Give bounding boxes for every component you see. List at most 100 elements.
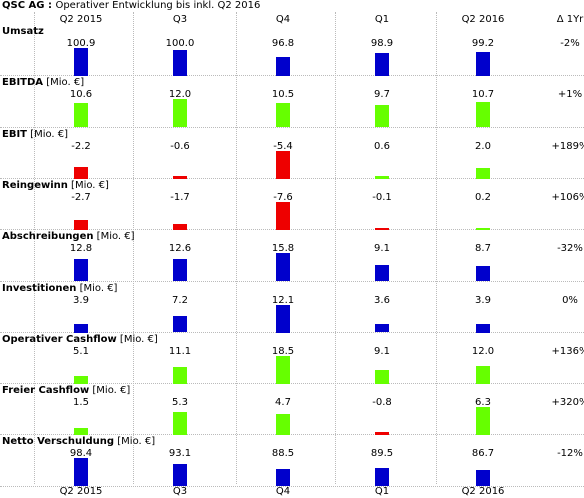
category-label-bottom: Q2 2016 <box>461 486 505 497</box>
row-label: Reingewinn [Mio. €] <box>2 180 109 192</box>
change-value: -2% <box>560 38 580 49</box>
data-label: 1.5 <box>73 397 89 409</box>
data-label: -0.1 <box>372 191 392 203</box>
category-label-bottom: Q2 2015 <box>59 486 103 497</box>
data-label: 0.6 <box>374 140 390 152</box>
gridline-horizontal <box>0 229 584 231</box>
bar <box>276 304 290 333</box>
bar <box>276 468 290 487</box>
data-label: 4.7 <box>275 397 291 409</box>
bar <box>476 407 490 436</box>
data-label: 9.7 <box>374 89 390 101</box>
change-value: 0% <box>562 294 578 306</box>
data-label: -1.7 <box>170 191 190 203</box>
change-value: +136% <box>551 345 584 357</box>
bar <box>74 376 88 384</box>
bar <box>476 323 490 333</box>
data-label: 99.2 <box>471 38 495 49</box>
gridline-horizontal <box>0 126 584 128</box>
gridline-horizontal <box>0 485 584 487</box>
category-label-bottom: Q1 <box>374 486 390 497</box>
bar <box>74 48 88 76</box>
change-value: -32% <box>557 243 583 255</box>
category-label-top: Q2 2016 <box>461 14 505 25</box>
data-label: 2.0 <box>475 140 491 152</box>
gridline-horizontal <box>0 331 584 333</box>
bar <box>173 50 187 76</box>
bar <box>74 258 88 282</box>
bar <box>476 102 490 128</box>
bar <box>276 414 290 436</box>
chart-title: QSC AG <box>2 0 45 11</box>
gridline-horizontal <box>0 177 584 179</box>
data-label: 100.0 <box>165 38 195 49</box>
data-label: 93.1 <box>168 448 192 460</box>
gridline-horizontal <box>0 383 584 385</box>
series-unit: [Mio. €] <box>93 231 135 243</box>
bar <box>173 258 187 282</box>
gridline-vertical <box>335 12 336 484</box>
bar <box>476 365 490 384</box>
change-header: Δ 1Yr <box>556 14 584 25</box>
bar <box>375 228 389 230</box>
data-label: -2.7 <box>71 191 91 203</box>
bar <box>173 99 187 128</box>
series-unit: [Mio. €] <box>116 333 158 345</box>
data-label: 12.0 <box>168 89 192 101</box>
data-label: 15.8 <box>271 243 295 255</box>
row-label: Operativer Cashflow [Mio. €] <box>2 334 158 346</box>
bar <box>173 315 187 333</box>
row-label: Freier Cashflow [Mio. €] <box>2 385 130 397</box>
row-label: Investitionen [Mio. €] <box>2 283 117 295</box>
bar <box>276 102 290 128</box>
series-name: Abschreibungen <box>2 231 94 243</box>
category-label-top: Q1 <box>374 14 390 25</box>
bar <box>375 324 389 333</box>
row-label: EBIT [Mio. €] <box>2 129 68 141</box>
series-name: Netto Verschuldung <box>2 436 115 448</box>
data-label: 3.6 <box>374 294 390 306</box>
bar <box>173 175 187 179</box>
chart-subtitle: Operativer Entwicklung bis inkl. Q2 2016 <box>55 0 261 11</box>
bar <box>74 323 88 333</box>
data-label: 12.6 <box>168 243 192 255</box>
bar <box>276 253 290 282</box>
gridline-vertical <box>133 12 134 484</box>
series-unit: [Mio. €] <box>67 179 109 191</box>
data-label: 5.1 <box>73 345 89 357</box>
change-value: +189% <box>551 140 584 152</box>
gridline-vertical <box>34 12 35 484</box>
data-label: 10.6 <box>69 89 93 101</box>
data-label: 9.1 <box>374 243 390 255</box>
row-label: Abschreibungen [Mio. €] <box>2 231 135 243</box>
data-label: 96.8 <box>271 38 295 49</box>
series-name: Operativer Cashflow <box>2 333 117 345</box>
data-label: 18.5 <box>271 345 295 357</box>
category-label-top: Q2 2015 <box>59 14 103 25</box>
bar <box>74 458 88 487</box>
change-value: +320% <box>551 397 584 409</box>
bar <box>375 52 389 76</box>
gridline-horizontal <box>0 75 584 77</box>
gridline-horizontal <box>0 280 584 282</box>
bar <box>375 370 389 384</box>
bar <box>74 428 88 436</box>
data-label: 8.7 <box>475 243 491 255</box>
series-unit: [Mio. €] <box>114 436 156 448</box>
series-name: Reingewinn <box>2 179 68 191</box>
data-label: 3.9 <box>73 294 89 306</box>
category-label-bottom: Q3 <box>172 486 188 497</box>
bar <box>276 150 290 179</box>
data-label: 12.1 <box>271 294 295 306</box>
series-name: EBIT <box>2 128 27 140</box>
bar <box>173 223 187 230</box>
bar <box>375 104 389 128</box>
data-label: 86.7 <box>471 448 495 460</box>
category-label-bottom: Q4 <box>275 486 291 497</box>
data-label: 88.5 <box>271 448 295 460</box>
gridline-vertical <box>436 12 437 484</box>
bar <box>375 431 389 436</box>
change-value: +1% <box>557 89 583 101</box>
data-label: -7.6 <box>273 191 293 203</box>
